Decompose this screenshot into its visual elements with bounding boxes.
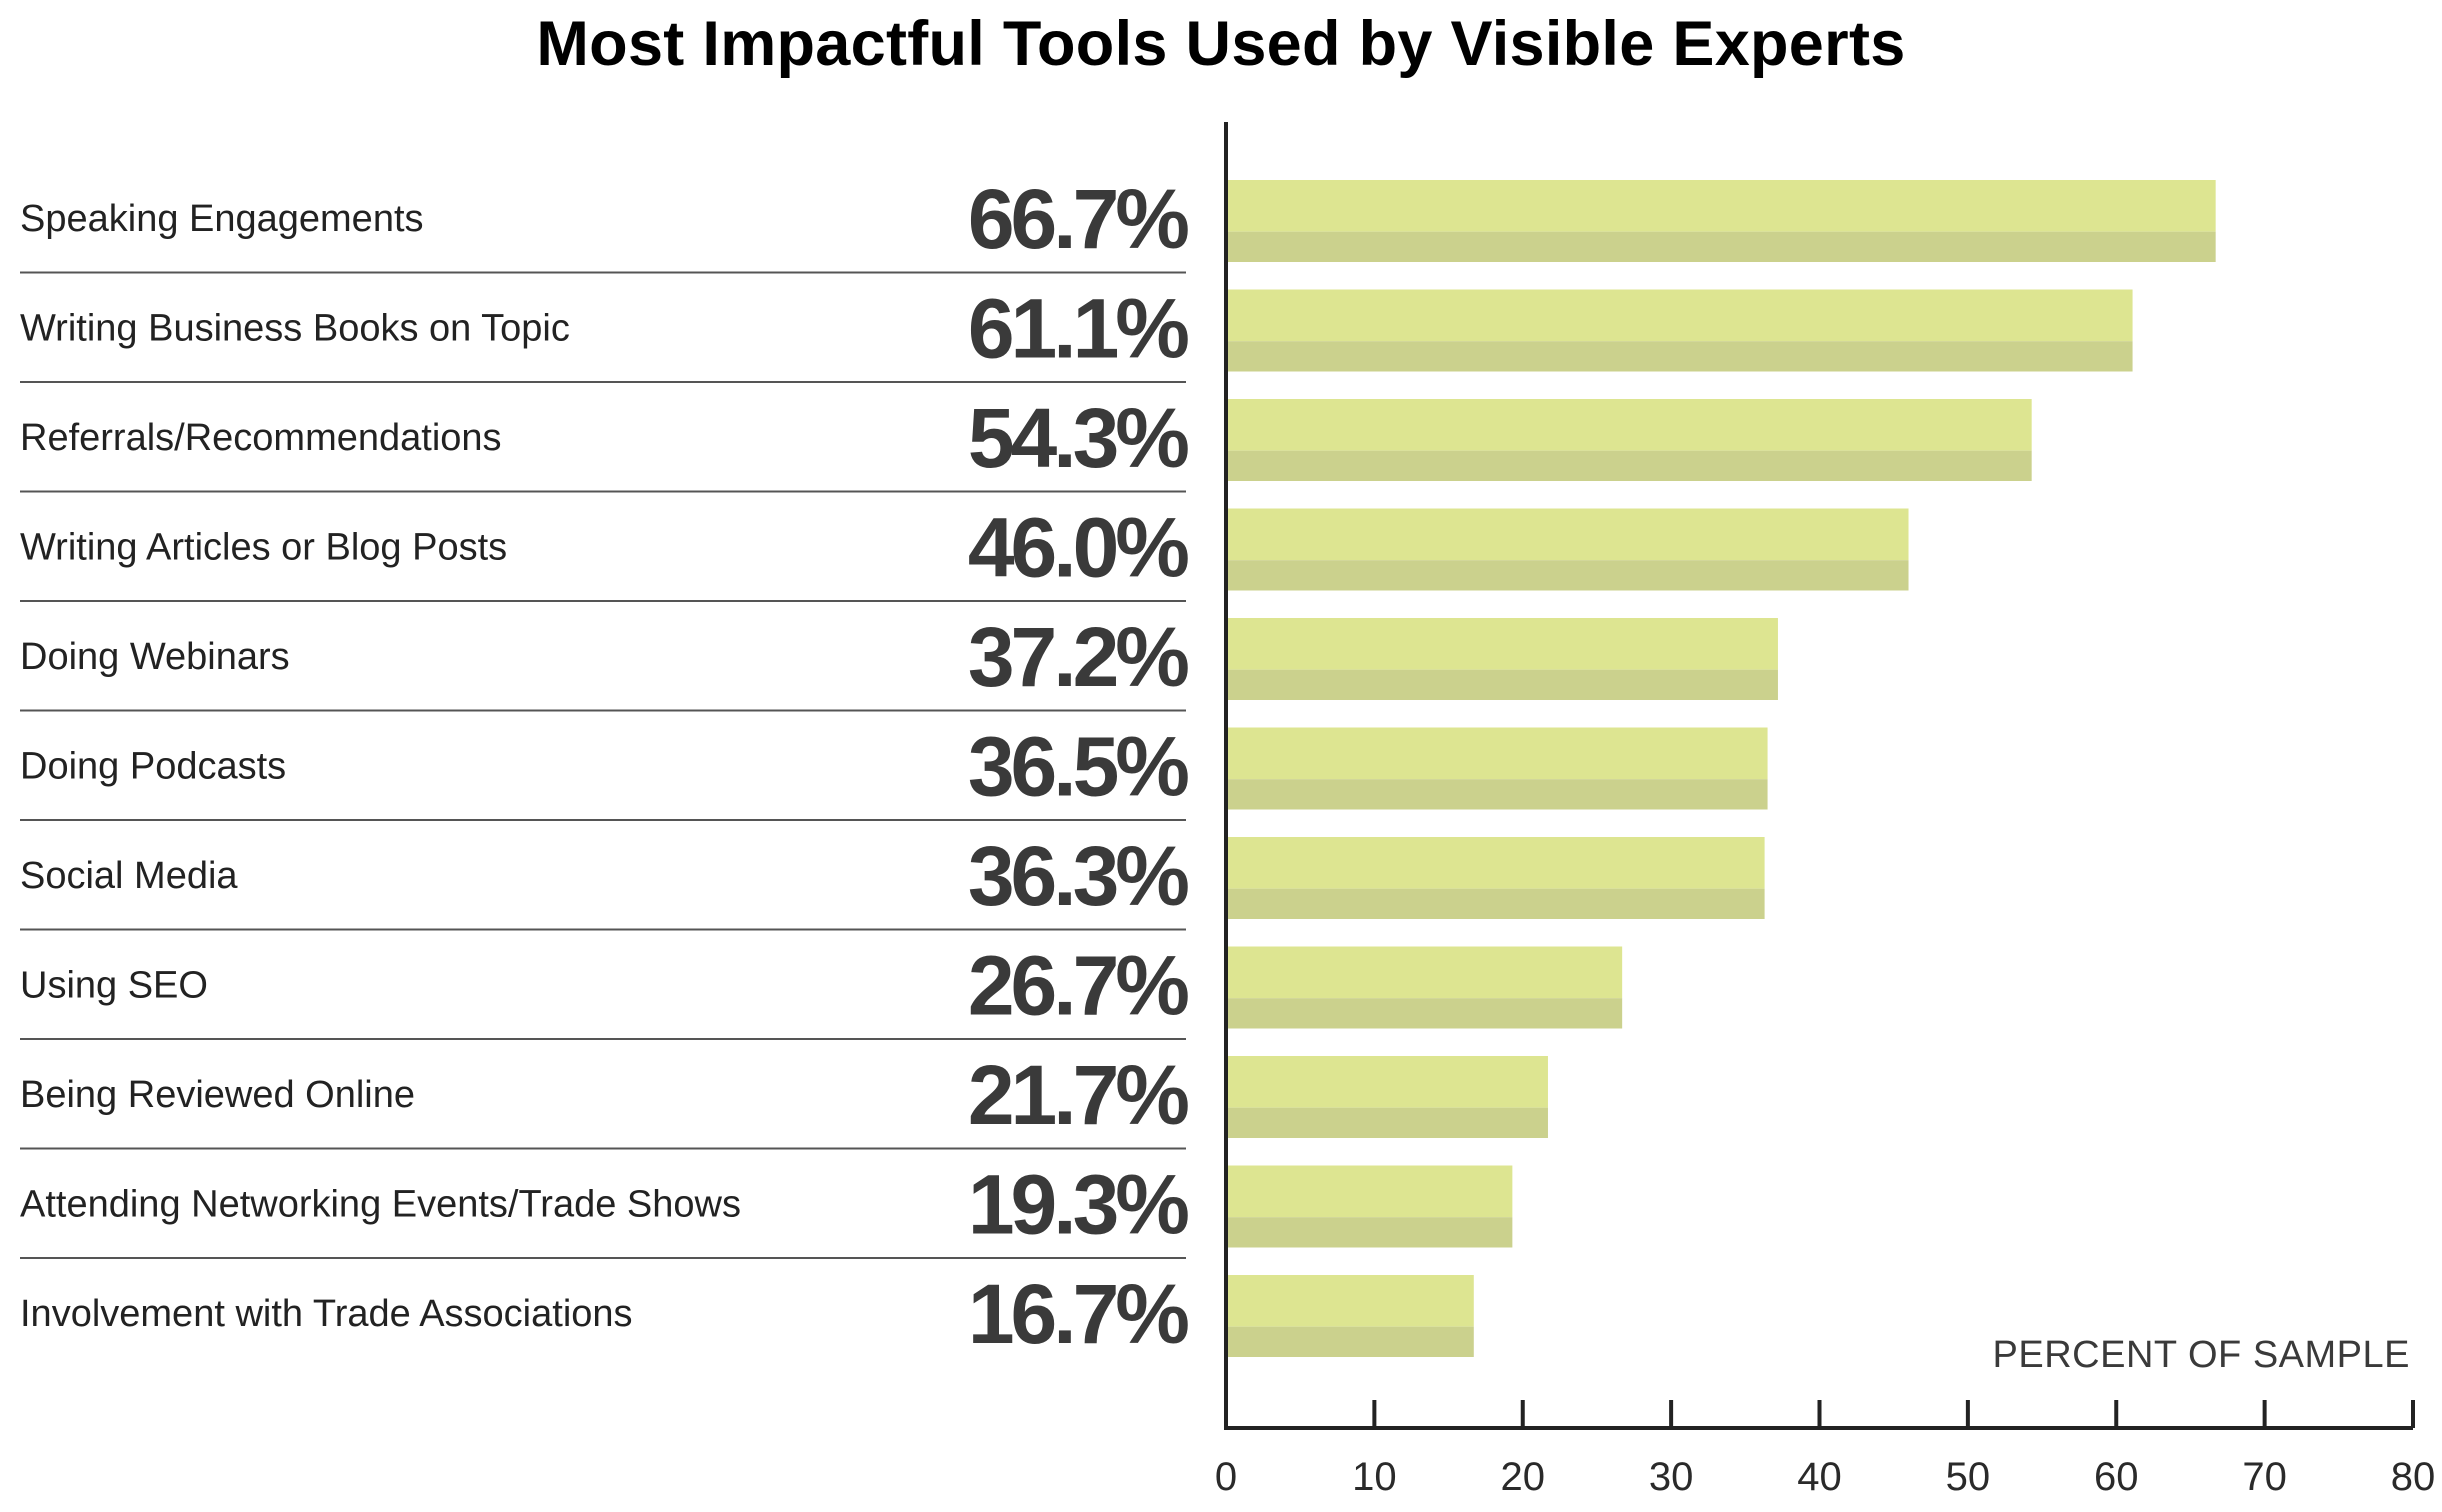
bar-bottom	[1226, 450, 2032, 481]
category-label: Referrals/Recommendations	[20, 417, 502, 459]
bar	[1226, 399, 2032, 481]
category-label: Attending Networking Events/Trade Shows	[20, 1183, 741, 1225]
x-axis-label: PERCENT OF SAMPLE	[1993, 1334, 2410, 1376]
bar-top	[1226, 180, 2216, 232]
bar	[1226, 946, 1623, 1029]
category-label: Writing Business Books on Topic	[20, 307, 570, 349]
bar-top	[1226, 508, 1909, 561]
category-label: Speaking Engagements	[20, 198, 424, 240]
bars	[1226, 180, 2216, 1357]
x-tick-label: 10	[1352, 1455, 1397, 1499]
chart-title: Most Impactful Tools Used by Visible Exp…	[536, 9, 1906, 79]
bar-bottom	[1226, 341, 2133, 372]
value-label: 66.7%	[968, 172, 1188, 266]
x-tick-label: 20	[1501, 1455, 1546, 1499]
bar-top	[1226, 1056, 1548, 1108]
bar-top	[1226, 289, 2133, 342]
category-labels: Speaking Engagements Writing Business Boo…	[20, 198, 741, 1335]
bar-bottom	[1226, 1217, 1513, 1248]
bar	[1226, 508, 1909, 591]
bar-bottom	[1226, 669, 1778, 700]
x-tick-label: 60	[2094, 1455, 2139, 1499]
bar-bottom	[1226, 998, 1623, 1029]
x-tick-label: 50	[1946, 1455, 1991, 1499]
x-tick-label: 70	[2242, 1455, 2287, 1499]
bar	[1226, 1275, 1474, 1357]
value-label: 26.7%	[968, 938, 1188, 1032]
value-label: 46.0%	[968, 500, 1188, 594]
value-label: 61.1%	[968, 281, 1188, 375]
bar-top	[1226, 618, 1778, 670]
bar-top	[1226, 946, 1623, 999]
x-tick-label: 40	[1797, 1455, 1842, 1499]
category-label: Being Reviewed Online	[20, 1074, 415, 1116]
bar-bottom	[1226, 779, 1768, 810]
bar	[1226, 180, 2216, 262]
bar	[1226, 727, 1768, 810]
value-label: 21.7%	[968, 1048, 1188, 1142]
bar	[1226, 618, 1778, 700]
bar-bottom	[1226, 888, 1765, 919]
category-label: Doing Podcasts	[20, 745, 286, 787]
bar-bottom	[1226, 1107, 1548, 1138]
row-dividers	[20, 271, 1186, 1259]
category-label: Social Media	[20, 855, 238, 897]
value-label: 37.2%	[968, 610, 1188, 704]
x-tick-label: 30	[1649, 1455, 1694, 1499]
bar-bottom	[1226, 231, 2216, 262]
bar-top	[1226, 727, 1768, 780]
bar-top	[1226, 837, 1765, 889]
value-label: 19.3%	[968, 1157, 1188, 1251]
bar-bottom	[1226, 560, 1909, 591]
bar	[1226, 1056, 1548, 1138]
bar	[1226, 837, 1765, 919]
value-label: 54.3%	[968, 391, 1188, 485]
category-label: Using SEO	[20, 964, 208, 1006]
category-label: Involvement with Trade Associations	[20, 1293, 633, 1335]
x-axis: 0 10 20 30 40 50 60 70 80	[1215, 122, 2435, 1499]
x-tick-label: 0	[1215, 1455, 1237, 1499]
category-label: Writing Articles or Blog Posts	[20, 526, 507, 568]
x-tick-label: 80	[2391, 1455, 2436, 1499]
bar	[1226, 1165, 1513, 1248]
bar	[1226, 289, 2133, 372]
category-label: Doing Webinars	[20, 636, 290, 678]
bar-top	[1226, 1275, 1474, 1327]
value-label: 36.5%	[968, 719, 1188, 813]
value-labels: 66.7% 61.1% 54.3% 46.0% 37.2% 36.5% 36.3% 26.7%…	[968, 172, 1192, 1361]
bar-bottom	[1226, 1326, 1474, 1357]
value-label: 36.3%	[968, 829, 1188, 923]
bar-top	[1226, 399, 2032, 451]
value-label: 16.7%	[968, 1267, 1188, 1361]
bar-top	[1226, 1165, 1513, 1218]
